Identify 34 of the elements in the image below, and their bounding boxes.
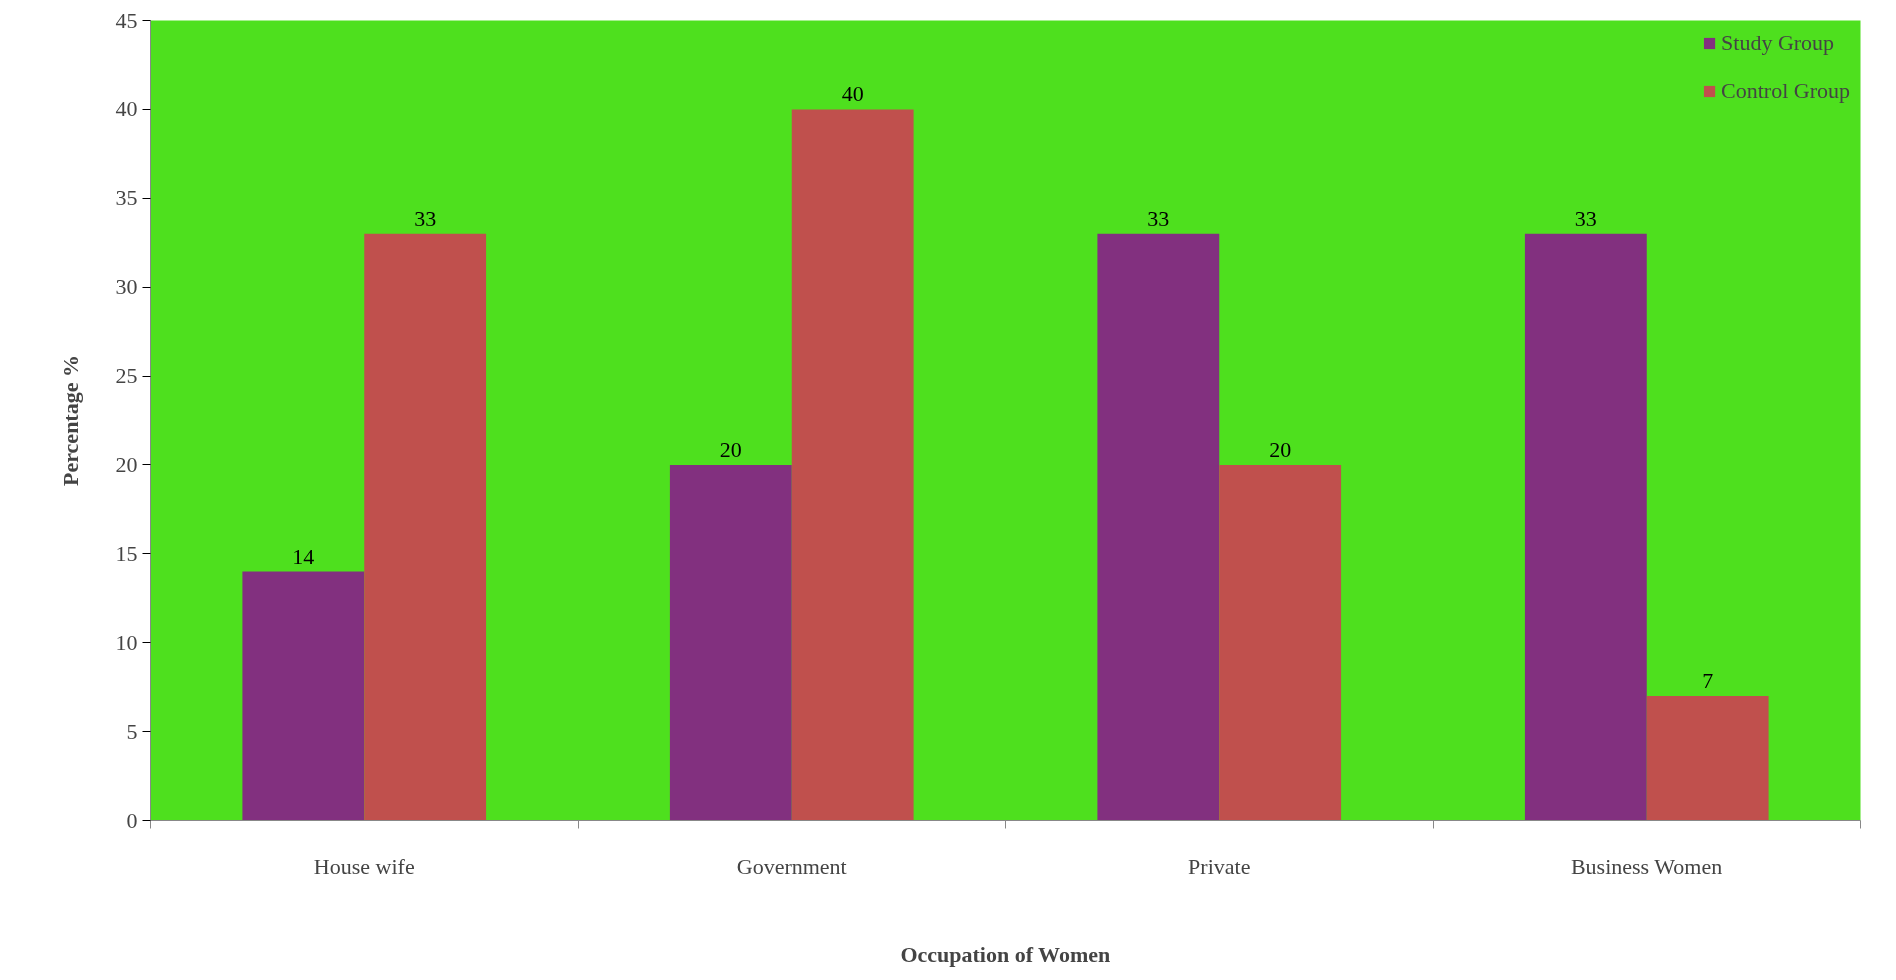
y-tick-label: 10: [115, 629, 138, 655]
bar: [1097, 233, 1220, 821]
bar: [791, 109, 914, 821]
x-axis-title: Occupation of Women: [900, 941, 1111, 967]
data-label: 40: [841, 81, 864, 107]
x-tick-label: House wife: [313, 853, 415, 879]
data-label: 7: [1702, 668, 1714, 694]
y-tick-label: 0: [126, 807, 138, 833]
x-tick-label: Private: [1188, 853, 1251, 879]
data-label: 14: [292, 543, 315, 569]
y-tick-label: 30: [115, 274, 138, 300]
y-tick-label: 25: [115, 363, 138, 389]
y-tick-label: 15: [115, 540, 138, 566]
bar: [1219, 464, 1342, 821]
data-label: 20: [1269, 436, 1292, 462]
bar: [1524, 233, 1647, 821]
bar: [1646, 696, 1769, 821]
y-tick-label: 20: [115, 451, 138, 477]
legend-label: Study Group: [1721, 30, 1835, 56]
data-label: 20: [719, 436, 742, 462]
legend-label: Control Group: [1721, 78, 1850, 104]
y-tick-label: 5: [126, 718, 138, 744]
data-label: 33: [1147, 205, 1170, 231]
x-tick-label: Business Women: [1570, 853, 1723, 879]
bar: [242, 571, 365, 821]
y-tick-label: 35: [115, 185, 138, 211]
bar: [669, 464, 792, 821]
x-tick-label: Government: [736, 853, 847, 879]
data-label: 33: [1574, 205, 1597, 231]
bar: [364, 233, 487, 821]
y-tick-label: 45: [115, 7, 138, 33]
data-label: 33: [414, 205, 437, 231]
y-axis-title: Percentage %: [57, 355, 83, 486]
y-tick-label: 40: [115, 96, 138, 122]
